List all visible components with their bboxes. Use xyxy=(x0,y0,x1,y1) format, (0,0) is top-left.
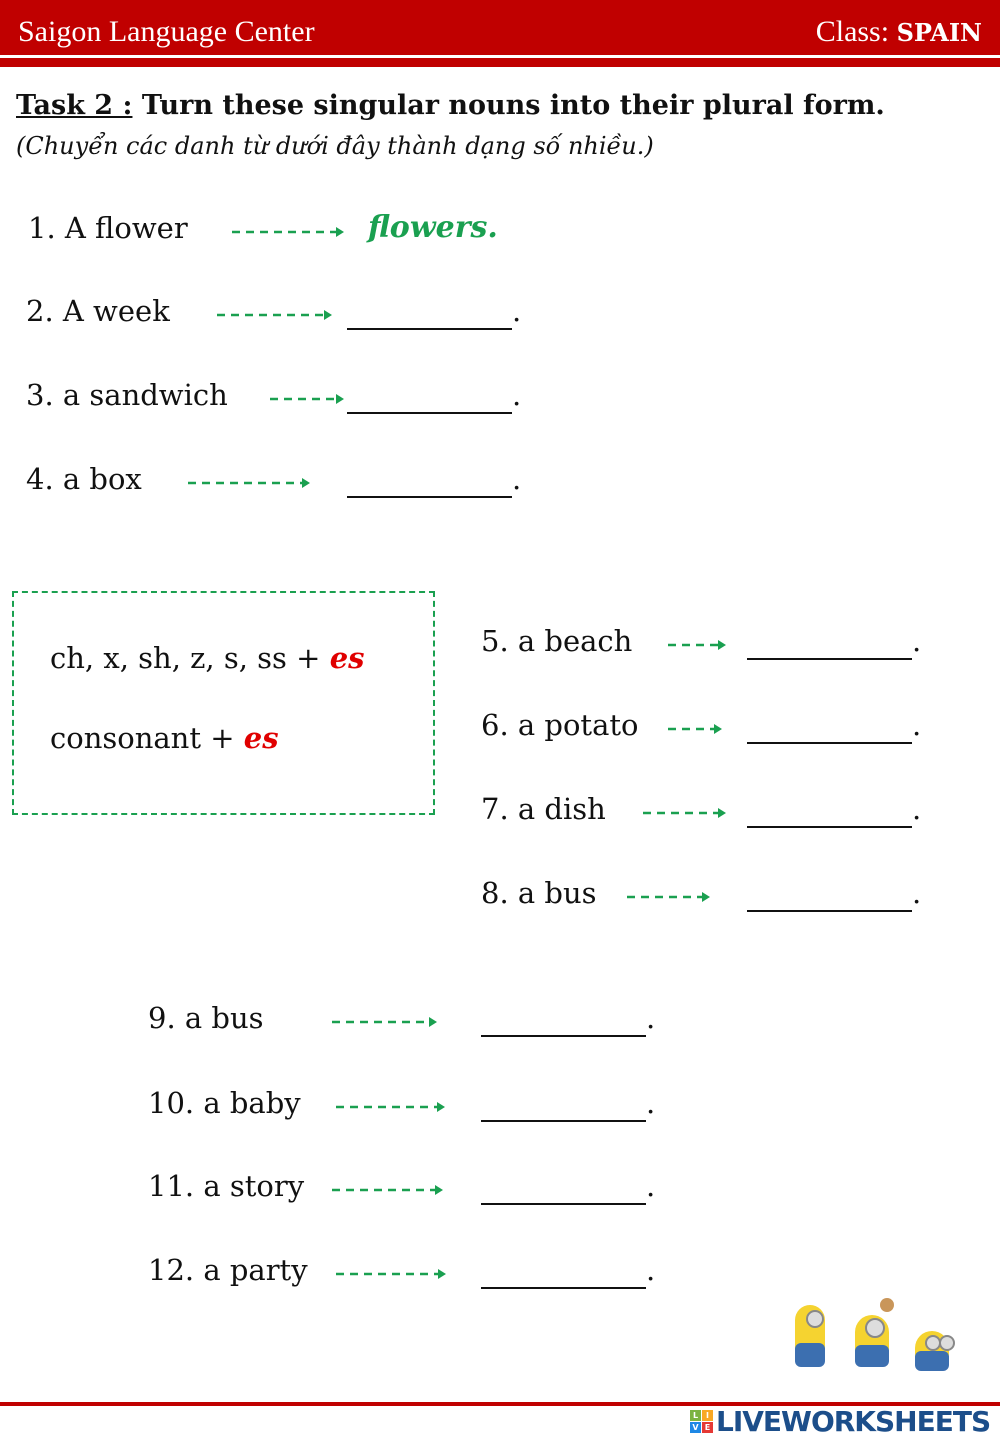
item-11-noun: 11. a story xyxy=(148,1169,305,1203)
period: . xyxy=(912,708,922,742)
item-3-noun: 3. a sandwich xyxy=(26,378,228,412)
period: . xyxy=(912,792,922,826)
arrow-icon xyxy=(336,1102,445,1112)
item-3-answer-blank: . xyxy=(347,377,521,414)
item-2-noun: 2. A week xyxy=(26,294,170,328)
item-12-answer-blank: . xyxy=(481,1252,655,1289)
minions-illustration xyxy=(795,1298,955,1371)
logo-letter: I xyxy=(702,1409,713,1421)
answer-input[interactable] xyxy=(481,1005,646,1037)
item-8-answer-blank: . xyxy=(747,875,921,912)
period: . xyxy=(912,624,922,658)
item-10-answer-blank: . xyxy=(481,1085,655,1122)
arrow-icon xyxy=(336,1269,446,1279)
item-7-answer-blank: . xyxy=(747,791,921,828)
answer-input[interactable] xyxy=(747,796,912,828)
task-instruction: Turn these singular nouns into their plu… xyxy=(141,90,885,121)
item-8-noun: 8. a bus xyxy=(481,876,597,910)
item-5-answer-blank: . xyxy=(747,623,921,660)
task-label: Task 2 : xyxy=(16,90,133,121)
arrow-icon xyxy=(232,227,344,237)
item-4-noun: 4. a box xyxy=(26,462,142,496)
answer-input[interactable] xyxy=(347,382,512,414)
class-label: Class: xyxy=(815,15,890,48)
arrow-icon xyxy=(627,892,710,902)
item-2-answer-blank: . xyxy=(347,293,521,330)
rule-suffix: es xyxy=(243,721,279,755)
logo-letter: E xyxy=(702,1421,713,1433)
period: . xyxy=(512,294,522,328)
arrow-icon xyxy=(188,478,310,488)
answer-input[interactable] xyxy=(347,298,512,330)
arrow-icon xyxy=(217,310,332,320)
header-band xyxy=(0,0,1000,55)
rule-suffix: es xyxy=(329,641,365,675)
logo-text: LIVEWORKSHEETS xyxy=(716,1404,991,1438)
liveworksheets-logo: L I V E LIVEWORKSHEETS xyxy=(690,1404,991,1438)
logo-letter: V xyxy=(690,1421,701,1433)
minion-2 xyxy=(855,1298,894,1367)
footer-rule xyxy=(0,1402,1000,1406)
period: . xyxy=(912,876,922,910)
rule-text: consonant + xyxy=(50,721,235,755)
arrow-icon xyxy=(668,724,722,734)
school-name: Saigon Language Center xyxy=(18,15,315,48)
answer-input[interactable] xyxy=(347,466,512,498)
answer-input[interactable] xyxy=(747,712,912,744)
arrow-icon xyxy=(332,1185,443,1195)
item-7-noun: 7. a dish xyxy=(481,792,606,826)
arrow-icon xyxy=(332,1017,437,1027)
period: . xyxy=(646,1253,656,1287)
class-info: Class: SPAIN xyxy=(816,14,982,51)
arrow-icon xyxy=(668,640,726,650)
rule-text: ch, x, sh, z, s, ss + xyxy=(50,641,321,675)
item-5-noun: 5. a beach xyxy=(481,624,633,658)
answer-input[interactable] xyxy=(747,628,912,660)
task-translation: (Chuyển các danh từ dưới đây thành dạng … xyxy=(16,132,654,160)
item-12-noun: 12. a party xyxy=(148,1253,308,1287)
item-11-answer-blank: . xyxy=(481,1168,655,1205)
header-rule xyxy=(0,58,1000,67)
rule-2: consonant + es xyxy=(50,720,279,756)
minion-1 xyxy=(795,1305,825,1367)
logo-letter: L xyxy=(690,1409,701,1421)
period: . xyxy=(646,1169,656,1203)
answer-input[interactable] xyxy=(481,1090,646,1122)
item-10-noun: 10. a baby xyxy=(148,1086,301,1120)
period: . xyxy=(512,462,522,496)
period: . xyxy=(512,378,522,412)
item-6-noun: 6. a potato xyxy=(481,708,639,742)
item-1-answer: flowers. xyxy=(368,210,498,245)
answer-input[interactable] xyxy=(747,880,912,912)
rule-box xyxy=(12,591,435,815)
answer-input[interactable] xyxy=(481,1257,646,1289)
period: . xyxy=(646,1086,656,1120)
arrow-icon xyxy=(643,808,726,818)
rule-1: ch, x, sh, z, s, ss + es xyxy=(50,640,364,676)
item-9-noun: 9. a bus xyxy=(148,1001,264,1035)
minion-3 xyxy=(915,1331,955,1371)
arrow-icon xyxy=(270,394,344,404)
item-1-noun: 1. A flower xyxy=(28,211,188,245)
task-title: Task 2 : Turn these singular nouns into … xyxy=(16,86,976,166)
item-6-answer-blank: . xyxy=(747,707,921,744)
logo-squares: L I V E xyxy=(690,1409,713,1433)
class-name: SPAIN xyxy=(896,18,982,47)
answer-input[interactable] xyxy=(481,1173,646,1205)
period: . xyxy=(646,1001,656,1035)
item-4-answer-blank: . xyxy=(347,461,521,498)
item-9-answer-blank: . xyxy=(481,1000,655,1037)
